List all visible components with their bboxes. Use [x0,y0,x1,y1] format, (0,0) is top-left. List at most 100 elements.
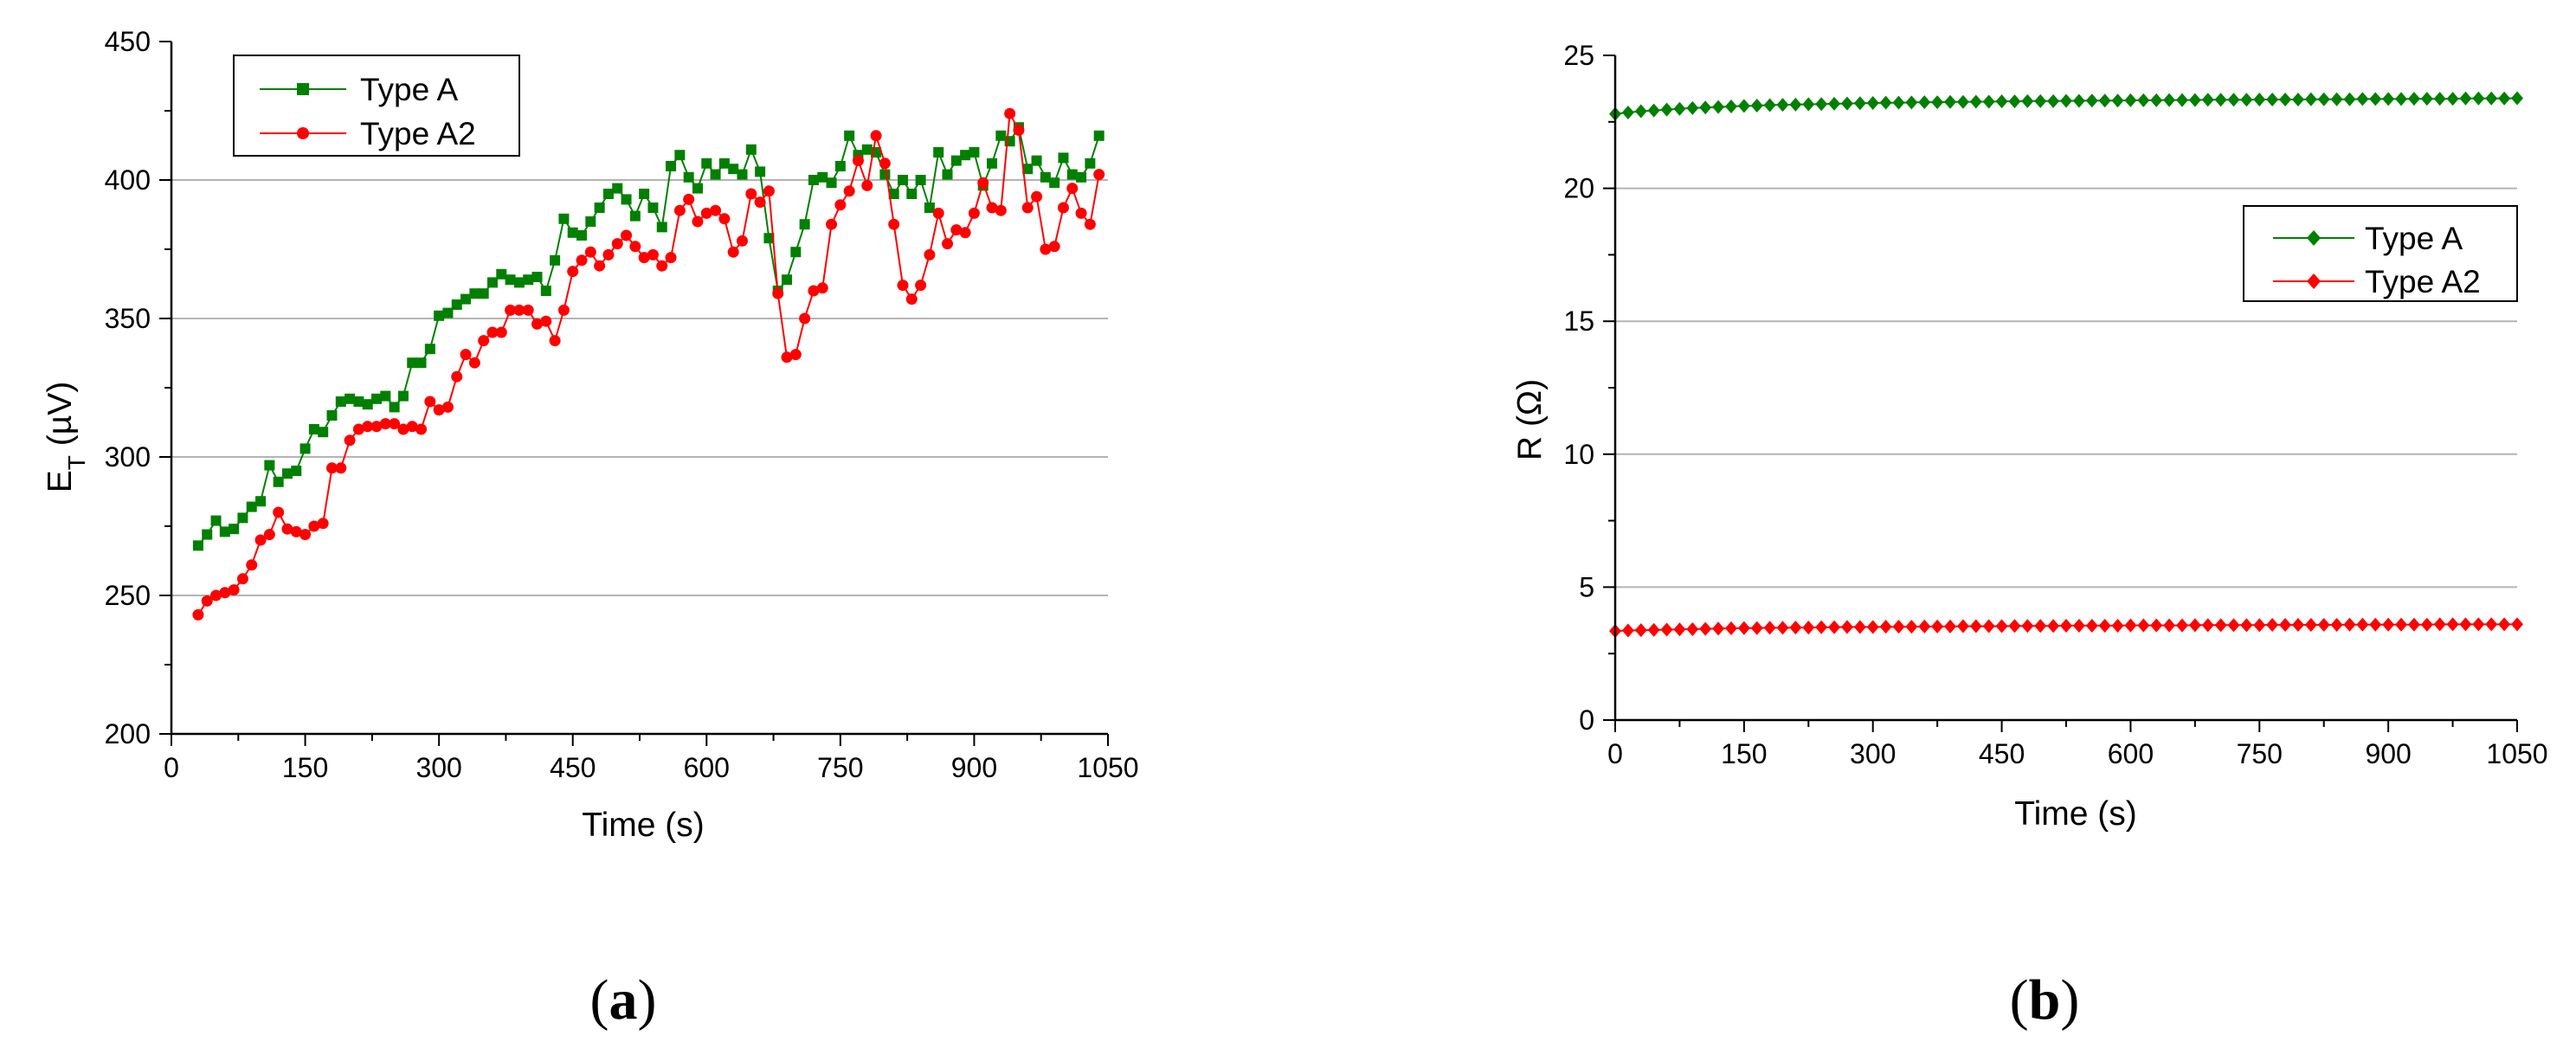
chart-a-point-type-a [237,512,248,524]
chart-b-point-type-a2 [2008,619,2021,634]
chart-a-point-type-a [585,216,596,227]
chart-b-x-tick-label: 600 [2108,738,2154,769]
chart-a-point-type-a2 [905,293,918,306]
chart-b-point-type-a [1737,99,1750,113]
chart-a-point-type-a2 [424,396,436,408]
chart-a-point-type-a2 [406,421,418,433]
chart-b-point-type-a [1840,96,1853,111]
chart-a-point-type-a2 [1040,243,1052,255]
chart-b-point-type-a [1956,94,1969,109]
chart-a-point-type-a2 [745,188,757,200]
chart-b-point-type-a2 [2459,617,2472,632]
chart-b-y-tick-label: 15 [1563,306,1594,337]
chart-a-point-type-a2 [522,304,534,316]
chart-b-point-type-a [1982,94,1995,109]
chart-a-point-type-a2 [495,326,507,338]
chart-b-point-type-a [2279,92,2292,106]
chart-a-point-type-a [362,399,373,410]
chart-a-point-type-a [924,203,935,213]
chart-a-x-tick-label: 450 [550,752,596,783]
chart-b-point-type-a [2472,91,2485,106]
chart-a-point-type-a [942,169,953,180]
chart-b-x-tick-label: 150 [1721,738,1767,769]
chart-a-point-type-a2 [254,534,267,546]
chart-a-legend-label-type-a: Type A [360,72,458,107]
chart-b-tick-labels: 0 150 300 450 600 750 900 1050 0 5 10 15 20 25 [1563,40,2547,769]
chart-a-point-type-a2 [576,254,588,267]
chart-a-x-tick-label: 150 [282,752,328,783]
chart-a-y-axis-title: ET (µV) [42,382,90,492]
chart-a-point-type-a [817,171,828,183]
chart-b-point-type-a2 [2137,618,2150,633]
chart-b-point-type-a [1969,94,1982,109]
chart-a-point-type-a [612,183,623,194]
chart-b-point-type-a2 [1712,621,1725,636]
chart-a-point-type-a [540,286,551,296]
chart-a-point-type-a2 [781,351,793,363]
chart-b-point-type-a [2008,94,2021,109]
chart-b-x-tick-label: 900 [2365,738,2411,769]
chart-a-point-type-a2 [986,202,998,214]
chart-b-point-type-a2 [2420,617,2433,632]
chart-a-point-type-a2 [228,584,240,596]
chart-a-point-type-a [897,175,908,185]
chart-a-point-type-a [1093,130,1104,141]
chart-a-point-type-a2 [727,246,739,258]
chart-b-point-type-a [2214,93,2227,107]
chart-a-point-type-a2 [1021,202,1034,214]
chart-b-point-type-a [2446,92,2459,106]
chart-a-point-type-a [826,177,837,189]
chart-b-x-tick-label: 300 [1850,738,1896,769]
chart-a-point-type-a2 [1084,218,1096,230]
chart-a-point-type-a [505,274,516,286]
chart-b-point-type-a [1931,95,1944,110]
chart-a-point-type-a [407,357,418,369]
chart-a-point-type-a [558,213,570,224]
chart-b-point-type-a2 [2124,618,2137,633]
chart-b-point-type-a2 [2253,618,2266,633]
chart-a-point-type-a2 [932,207,944,219]
chart-a-point-type-a [808,175,819,185]
chart-a-point-type-a [192,540,203,551]
chart-a-point-type-a [1049,177,1060,189]
chart-a-point-type-a [531,272,543,282]
chart-a-point-type-a [567,227,578,238]
chart-a-point-type-a [602,189,614,199]
chart-a-point-type-a2 [861,179,873,191]
chart-b-point-type-a [2253,92,2266,106]
chart-a-point-type-a [371,393,383,404]
chart-b-y-tick-label: 10 [1563,439,1594,470]
chart-b-point-type-a [2098,93,2111,108]
chart-b-legend: Type A Type A2 [2243,205,2518,302]
chart-b-point-type-a2 [1944,619,1957,634]
chart-b-point-type-a [2317,92,2330,106]
chart-a-point-type-a [434,310,445,321]
chart-a-point-type-a2 [540,315,552,327]
chart-a-point-type-a [888,189,899,199]
chart-a-point-type-a2 [584,246,596,258]
chart-b-point-type-a2 [2446,617,2459,632]
chart-a-point-type-a [995,130,1007,141]
chart-b-point-type-a2 [1750,621,1763,635]
chart-b-point-type-a2 [2111,618,2124,633]
chart-b-point-type-a2 [1969,619,1982,634]
chart-b-point-type-a2 [1982,619,1995,634]
chart-a-x-tick-label: 750 [817,752,863,783]
chart-b-point-type-a [2485,91,2498,106]
chart-a-point-type-a2 [433,404,445,416]
chart-a-tick-labels: 0 150 300 450 600 750 900 1050 200 250 300 350 400 45… [105,26,1139,783]
chart-a-point-type-a [469,288,480,299]
chart-a-point-type-a [1085,158,1096,169]
chart-a-point-type-a2 [317,518,329,530]
chart-a-legend-swatch-type-a [260,83,346,95]
chart-b-point-type-a2 [1789,621,1802,635]
chart-a-point-type-a2 [950,224,963,236]
chart-b-point-type-a [1905,95,1918,110]
chart-b-x-axis-title: Time (s) [2014,795,2137,833]
chart-a-point-type-a [594,203,605,213]
chart-a-point-type-a [915,175,926,185]
chart-a-point-type-a2 [808,285,820,297]
chart-a-point-type-a2 [1048,241,1060,253]
chart-a-point-type-a2 [700,207,712,219]
chart-a-point-type-a2 [647,248,659,260]
